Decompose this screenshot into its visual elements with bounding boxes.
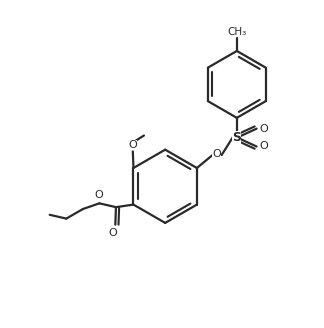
Text: methoxy: methoxy bbox=[145, 133, 152, 135]
Text: S: S bbox=[232, 131, 241, 144]
Text: O: O bbox=[94, 190, 103, 200]
Text: O: O bbox=[128, 140, 137, 150]
Text: CH₃: CH₃ bbox=[227, 27, 247, 37]
Text: O: O bbox=[213, 149, 221, 159]
Text: O: O bbox=[260, 124, 269, 133]
Text: O: O bbox=[260, 141, 269, 152]
Text: O: O bbox=[109, 229, 117, 238]
